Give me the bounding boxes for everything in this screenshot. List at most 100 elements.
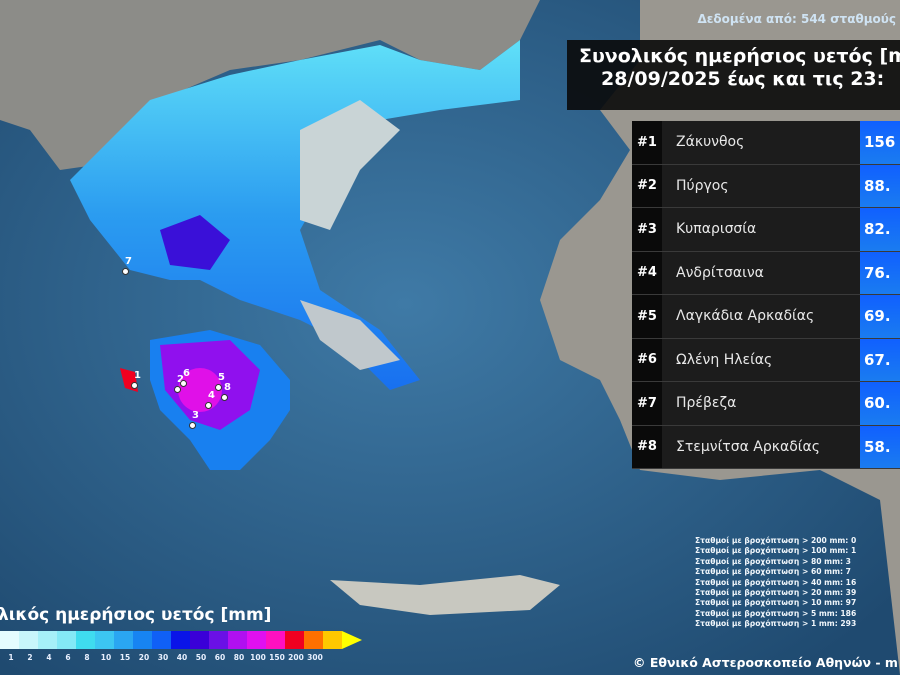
colorbar-segment [0,631,19,649]
crete-island [330,575,560,615]
colorbar-segment [76,631,95,649]
rank: #1 [632,121,662,164]
rank: #3 [632,208,662,251]
station-name: Πρέβεζα [662,382,860,425]
rain-value: 82. [860,208,900,251]
ranking-table: #1 Ζάκυνθος 156 #2 Πύργος 88. #3 Κυπαρισσία 82… [632,121,900,469]
map-marker: 1 [131,370,141,389]
colorbar-segment [95,631,114,649]
station-name: Ανδρίτσαινα [662,251,860,294]
colorbar-arrow [342,631,362,649]
ranking-row: #1 Ζάκυνθος 156 [632,121,900,165]
map-marker: 7 [122,256,132,275]
colorbar-title: λικός ημερήσιος υετός [mm] [0,605,272,625]
map-marker: 2 [174,374,184,393]
rank: #5 [632,295,662,338]
map-marker: 3 [189,410,199,429]
map-marker: 8 [221,382,231,401]
colorbar-tick-label: 30 [157,653,169,662]
land-greece-north [70,40,520,390]
colorbar-tick-label: 200 [288,653,304,662]
colorbar-segment [304,631,323,649]
ranking-row: #5 Λαγκάδια Αρκαδίας 69. [632,295,900,339]
colorbar-tick-label: 100 [250,653,266,662]
colorbar-segment [38,631,57,649]
stat-line: Σταθμοί με βροχόπτωση > 1 mm: 293 [695,619,857,629]
station-name: Στεμνίτσα Αρκαδίας [662,425,860,468]
data-source-text: Δεδομένα από: 544 σταθμούς [697,12,896,26]
map-marker: 6 [180,368,190,387]
colorbar-ticks: 1 2 4 6 8 10 15 20 30 40 50 60 80 100 150 200 300 [0,653,345,667]
station-name: Λαγκάδια Αρκαδίας [662,295,860,338]
stat-line: Σταθμοί με βροχόπτωση > 20 mm: 39 [695,588,857,598]
rain-value: 156 [860,121,900,164]
colorbar-segment [266,631,285,649]
stat-line: Σταθμοί με βροχόπτωση > 80 mm: 3 [695,556,851,566]
rank: #6 [632,338,662,381]
colorbar-tick-label: 15 [119,653,131,662]
colorbar-segment [57,631,76,649]
ranking-row: #3 Κυπαρισσία 82. [632,208,900,252]
colorbar-tick-label: 300 [307,653,323,662]
ranking-row: #4 Ανδρίτσαινα 76. [632,251,900,295]
colorbar-tick-label: 2 [27,653,33,662]
copyright: © Εθνικό Αστεροσκοπείο Αθηνών - m [633,655,898,670]
colorbar-tick-label: 4 [46,653,52,662]
colorbar-segment [285,631,304,649]
colorbar-tick-label: 1 [8,653,14,662]
ranking-row: #6 Ωλένη Ηλείας 67. [632,338,900,382]
colorbar-segment [228,631,247,649]
rank: #8 [632,425,662,468]
rank: #7 [632,382,662,425]
colorbar-tick-label: 60 [214,653,226,662]
colorbar-segment [133,631,152,649]
colorbar-segment [190,631,209,649]
ranking-row: #2 Πύργος 88. [632,164,900,208]
ranking-row: #8 Στεμνίτσα Αρκαδίας 58. [632,425,900,469]
colorbar-segment [247,631,266,649]
ranking-row: #7 Πρέβεζα 60. [632,382,900,426]
land-heavy-rain-north [160,215,230,270]
page-title: Συνολικός ημερήσιος υετός [m 28/09/2025 … [567,40,900,110]
stat-line: Σταθμοί με βροχόπτωση > 40 mm: 16 [695,577,857,587]
colorbar-segment [19,631,38,649]
colorbar-tick-label: 20 [138,653,150,662]
colorbar-segment [152,631,171,649]
colorbar-segment [171,631,190,649]
colorbar-segment [114,631,133,649]
station-name: Ωλένη Ηλείας [662,338,860,381]
colorbar-tick-label: 10 [100,653,112,662]
stat-line: Σταθμοί με βροχόπτωση > 200 mm: 0 [695,536,857,545]
stat-line: Σταθμοί με βροχόπτωση > 10 mm: 97 [695,598,857,608]
colorbar-tick-label: 40 [176,653,188,662]
colorbar-tick-label: 80 [233,653,245,662]
colorbar-segment [323,631,342,649]
rain-value: 58. [860,425,900,468]
rain-value: 67. [860,338,900,381]
rain-value: 60. [860,382,900,425]
rain-value: 76. [860,251,900,294]
colorbar-tick-label: 8 [84,653,90,662]
stat-line: Σταθμοί με βροχόπτωση > 60 mm: 7 [695,567,851,577]
stat-line: Σταθμοί με βροχόπτωση > 100 mm: 1 [695,546,857,556]
stat-line: Σταθμοί με βροχόπτωση > 5 mm: 186 [695,608,857,618]
title-line-1: Συνολικός ημερήσιος υετός [m [579,45,900,67]
land-peak-rain [178,368,222,412]
rank: #4 [632,251,662,294]
map-marker: 5 [215,372,225,391]
colorbar [0,631,362,649]
rain-value: 88. [860,164,900,207]
colorbar-tick-label: 50 [195,653,207,662]
rank: #2 [632,164,662,207]
station-stats: Σταθμοί με βροχόπτωση > 200 mm: 0 Σταθμο… [695,536,856,630]
colorbar-tick-label: 150 [269,653,285,662]
station-name: Πύργος [662,164,860,207]
colorbar-segment [209,631,228,649]
colorbar-tick-label: 6 [65,653,71,662]
station-name: Ζάκυνθος [662,121,860,164]
station-name: Κυπαρισσία [662,208,860,251]
title-line-2: 28/09/2025 έως και τις 23: [601,68,885,90]
rain-value: 69. [860,295,900,338]
land-thessaly-grey [300,100,400,230]
